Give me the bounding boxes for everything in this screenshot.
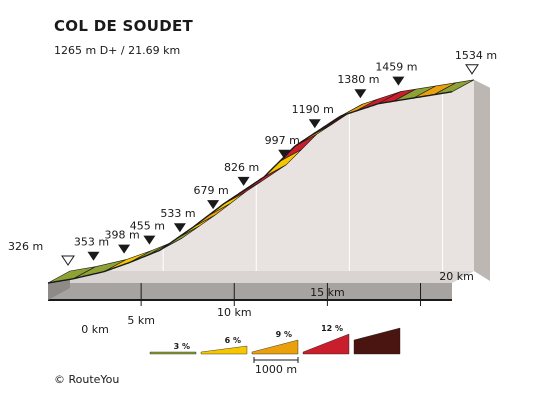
altitude-label: 533 m <box>160 207 195 220</box>
altitude-label: 1190 m <box>292 103 334 116</box>
altitude-label: 1459 m <box>375 61 417 74</box>
x-axis-ticks: 0 km 5 km 10 km 15 km 20 km <box>81 270 474 336</box>
km-marker <box>392 76 405 86</box>
gradient-band <box>47 79 475 284</box>
legend-swatch <box>353 327 401 355</box>
altitude-label: 398 m <box>104 229 139 242</box>
end-marker <box>465 64 479 75</box>
start-marker <box>61 255 75 266</box>
altitude-label: 455 m <box>130 220 165 233</box>
copyright-text: © RouteYou <box>54 373 120 386</box>
km-marker <box>143 235 156 245</box>
altitude-label: 679 m <box>193 184 228 197</box>
legend-label: 6 % <box>225 336 241 345</box>
legend-swatch <box>302 333 350 355</box>
legend-swatch <box>149 351 197 355</box>
profile-end-wall <box>474 79 490 281</box>
altitude-label: 1534 m <box>455 49 497 62</box>
legend-label: 3 % <box>174 342 190 351</box>
km-marker <box>118 244 131 254</box>
scale-bar-label: 1000 m <box>255 363 297 376</box>
ridge-outline <box>47 91 453 284</box>
profile-wall <box>70 79 490 281</box>
altitude-label: 326 m <box>8 240 43 253</box>
km-markers <box>61 64 479 266</box>
profile-wall-face <box>70 79 474 271</box>
x-tick-label: 15 km <box>310 286 345 299</box>
km-marker <box>278 149 291 159</box>
km-marker <box>173 223 186 233</box>
x-tick-label: 10 km <box>217 306 252 319</box>
legend-label: 9 % <box>276 330 292 339</box>
altitude-label: 353 m <box>74 236 109 249</box>
km-marker <box>354 89 367 99</box>
legend-swatch <box>200 345 248 355</box>
base-front <box>48 283 452 300</box>
chart-subtitle: 1265 m D+ / 21.69 km <box>54 44 181 57</box>
km-marker <box>308 119 321 129</box>
km-marker <box>207 200 220 210</box>
x-tick-label: 20 km <box>439 270 474 283</box>
legend-swatch <box>251 339 299 355</box>
profile-base <box>48 271 474 306</box>
x-tick-label: 5 km <box>127 314 155 327</box>
km-marker <box>237 176 250 186</box>
chart-title: COL DE SOUDET <box>54 17 194 35</box>
km-marker <box>87 251 100 261</box>
altitude-label: 997 m <box>265 134 300 147</box>
base-top <box>48 271 474 283</box>
legend-label: 12 % <box>321 324 343 333</box>
altitude-label: 826 m <box>224 161 259 174</box>
x-tick-label: 0 km <box>81 323 109 336</box>
altitude-label: 1380 m <box>337 73 379 86</box>
legend: 3 % 6 % 9 % 12 % 1000 m <box>149 324 401 376</box>
